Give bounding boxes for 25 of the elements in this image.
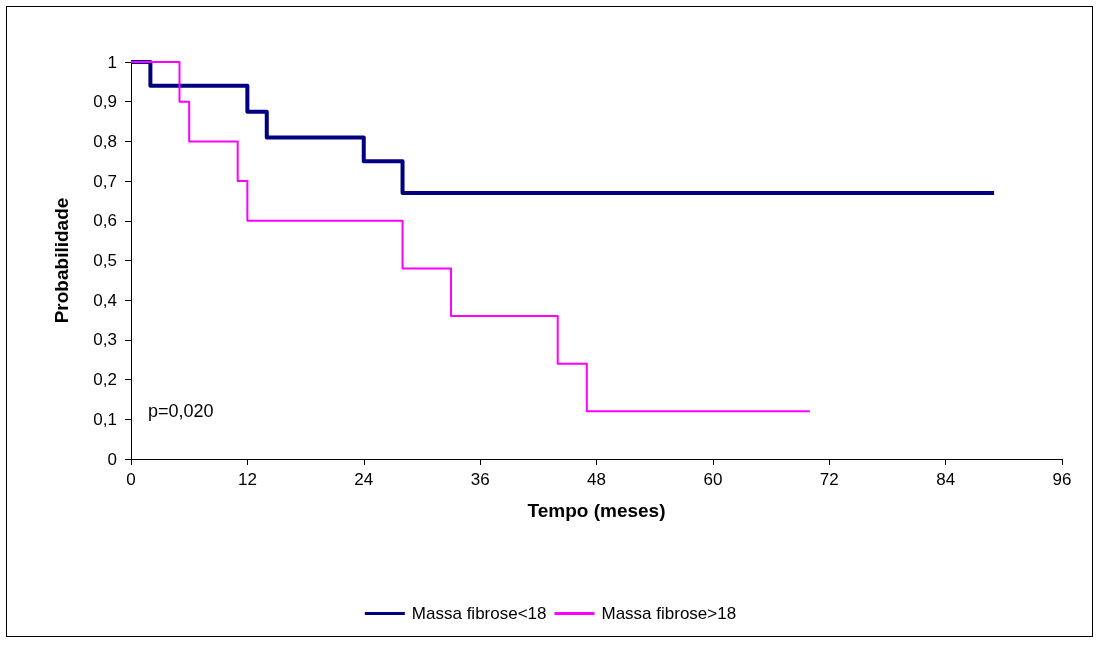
y-tick-label: 1 (107, 52, 117, 72)
x-tick-label: 72 (819, 470, 839, 489)
legend-label: Massa fibrose<18 (411, 604, 547, 623)
y-tick-label: 0,6 (93, 211, 117, 231)
y-tick-label: 0,2 (93, 370, 117, 390)
x-tick-label: 96 (1052, 470, 1072, 489)
y-axis-title: Probabilidade (51, 197, 72, 324)
annotation: p=0,020 (148, 401, 214, 421)
y-tick-label: 0 (107, 449, 117, 469)
x-axis-title: Tempo (meses) (527, 500, 666, 521)
y-tick-label: 0,7 (93, 171, 117, 191)
y-tick-label: 0,3 (93, 330, 117, 350)
x-tick-label: 0 (126, 470, 136, 489)
y-tick-label: 0,5 (93, 251, 117, 270)
x-tick-label: 60 (703, 470, 723, 489)
y-tick-label: 0,9 (93, 92, 117, 112)
y-tick-label: 0,1 (93, 409, 117, 429)
x-tick-label: 48 (587, 470, 606, 489)
x-tick-label: 36 (470, 470, 490, 489)
y-tick-label: 0,4 (93, 290, 117, 310)
legend-label: Massa fibrose>18 (601, 604, 737, 623)
x-tick-label: 84 (936, 470, 956, 489)
x-tick-label: 12 (237, 470, 257, 489)
y-tick-label: 0,8 (93, 131, 117, 151)
x-tick-label: 24 (354, 470, 374, 489)
